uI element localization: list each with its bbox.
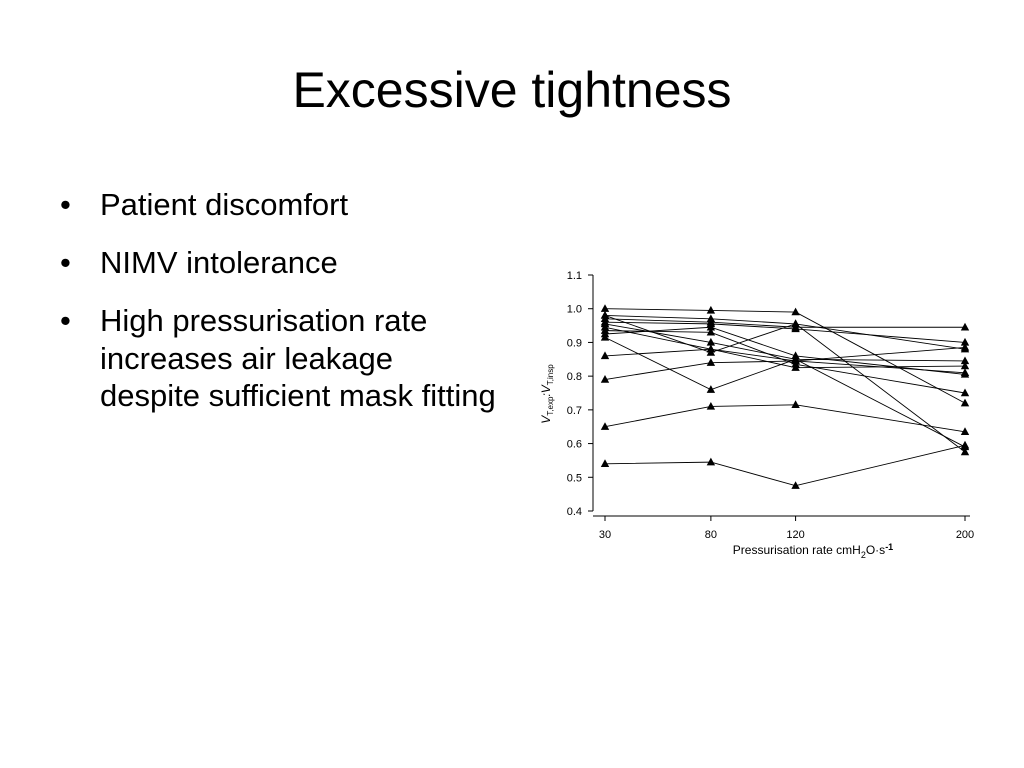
data-point-triangle [960, 342, 970, 351]
y-axis-label-mid: :V [539, 384, 553, 396]
data-point-triangle [706, 401, 716, 410]
y-axis-label-main: V [539, 415, 553, 424]
bullet-list: • Patient discomfort • NIMV intolerance … [60, 186, 500, 435]
series-9 [600, 332, 970, 451]
chart: 0.4 0.5 0.6 0.7 0.8 0.9 1.0 1.1 30 80 120 200 Pres… [539, 270, 974, 560]
y-tick-label: 1.1 [567, 270, 582, 282]
data-point-triangle [791, 356, 800, 365]
data-point-triangle [706, 322, 716, 331]
bullet-item: • High pressurisation rate increases air… [60, 302, 500, 414]
series-11 [600, 344, 970, 371]
data-point-triangle [706, 344, 716, 353]
y-ticks: 0.4 0.5 0.6 0.7 0.8 0.9 1.0 1.1 [567, 270, 593, 518]
series-line [604, 404, 966, 433]
data-point-triangle [600, 375, 610, 383]
series-line [604, 326, 966, 375]
data-point-triangle [960, 440, 970, 449]
data-point-triangle [706, 305, 716, 314]
data-point-triangle [706, 337, 716, 346]
data-point-triangle [706, 327, 716, 336]
data-point-triangle [960, 398, 970, 407]
series-1 [600, 304, 970, 407]
series-line [604, 315, 966, 350]
x-axis-label-main: Pressurisation rate cmH [733, 543, 861, 557]
y-tick-label: 0.7 [567, 405, 582, 417]
y-tick-label: 0.4 [567, 506, 582, 518]
data-point-triangle [960, 356, 970, 365]
y-axis-label-sub2: T,insp [546, 364, 555, 385]
x-tick-label: 30 [599, 529, 611, 541]
series-line [604, 318, 965, 328]
bullet-item: • NIMV intolerance [60, 244, 500, 281]
data-point-triangle [791, 481, 800, 489]
data-point-triangle [600, 304, 610, 312]
x-tick-label: 80 [705, 529, 717, 541]
data-point-triangle [706, 385, 716, 393]
y-tick-label: 0.6 [567, 439, 582, 451]
data-point-triangle [960, 322, 970, 331]
series-13 [600, 400, 970, 435]
bullet-text: Patient discomfort [100, 187, 349, 222]
data-point-triangle [791, 319, 800, 328]
data-point-triangle [791, 324, 800, 333]
data-point-triangle [791, 400, 800, 408]
data-point-triangle [600, 351, 610, 360]
bullet-icon: • [60, 245, 71, 281]
data-point-triangle [600, 422, 610, 430]
x-tick-label: 120 [786, 529, 804, 541]
series-line [604, 348, 966, 369]
bullet-icon: • [60, 187, 71, 222]
series-line [604, 444, 966, 487]
series-line [604, 323, 966, 362]
series-line [604, 347, 966, 380]
x-axis-label-tail: O·s [866, 543, 885, 557]
series-line [604, 315, 966, 453]
y-axis: 0.4 0.5 0.6 0.7 0.8 0.9 1.0 1.1 [567, 270, 594, 518]
series-line [604, 336, 966, 448]
data-point-triangle [600, 459, 610, 467]
y-tick-label: 1.0 [567, 304, 582, 316]
data-point-triangle [960, 388, 970, 397]
series-14 [600, 440, 970, 489]
bullet-text: NIMV intolerance [100, 245, 338, 281]
bullet-item: • Patient discomfort [60, 186, 500, 223]
slide-title: Excessive tightness [292, 62, 732, 118]
y-axis-label: VT,exp:VT,insp [539, 364, 555, 424]
x-tick-label: 200 [956, 529, 974, 541]
series-line [604, 330, 966, 394]
series-line [604, 321, 966, 343]
data-point-triangle [600, 332, 610, 341]
data-point-triangle [960, 447, 970, 456]
bullet-icon: • [60, 303, 71, 339]
data-point-triangle [960, 427, 970, 435]
data-point-triangle [706, 358, 716, 366]
y-tick-label: 0.5 [567, 472, 582, 484]
series-line [604, 308, 966, 404]
y-tick-label: 0.8 [567, 371, 582, 383]
data-point-triangle [706, 457, 716, 466]
x-axis-label-sup: -1 [885, 542, 893, 552]
data-point-triangle [791, 307, 800, 316]
y-tick-label: 0.9 [567, 337, 582, 349]
x-axis: 30 80 120 200 [593, 515, 974, 541]
data-point-triangle [791, 363, 800, 371]
bullet-text: High pressurisation rate increases air l… [100, 303, 496, 413]
y-axis-label-sub1: T,exp [546, 396, 555, 416]
series [600, 304, 970, 489]
data-point-triangle [960, 337, 970, 346]
series-12 [600, 342, 970, 383]
data-point-triangle [960, 361, 970, 370]
data-point-triangle [960, 369, 970, 378]
data-point-triangle [600, 310, 610, 319]
x-ticks: 30 80 120 200 [599, 516, 974, 541]
x-axis-label: Pressurisation rate cmH2O·s-1 [733, 542, 893, 560]
x-axis-label-sub: 2 [861, 550, 866, 560]
